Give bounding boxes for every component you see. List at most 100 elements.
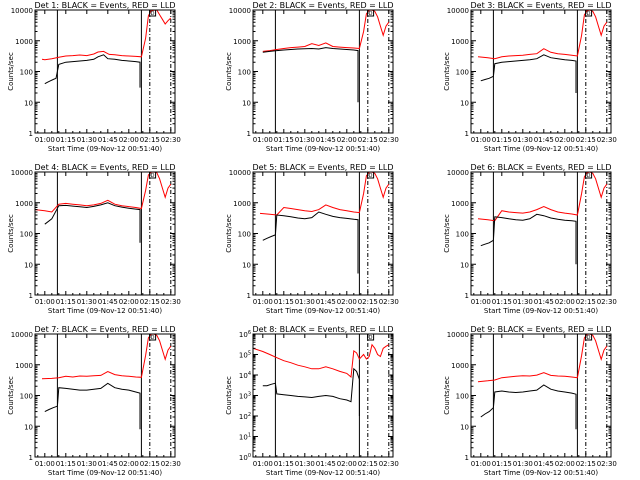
x-tick-label: 01:30 [77,136,97,144]
y-tick-label-exponent: 0 [248,453,251,459]
x-tick-label: 01:00 [253,136,273,144]
x-axis-label: Start Time (09-Nov-12 00:51:40) [266,469,380,477]
y-tick-label: 10 [460,261,469,269]
x-axis-label: Start Time (09-Nov-12 00:51:40) [48,469,162,477]
x-axis-label: Start Time (09-Nov-12 00:51:40) [48,145,162,153]
y-axis-label: Counts/sec [7,214,15,253]
x-tick-label: 02:30 [379,136,399,144]
y-tick-label: 100 [456,393,469,401]
y-tick-label: 100 [239,453,251,462]
y-tick-label: 1000 [233,38,251,46]
y-tick-label: 1 [465,130,469,138]
series-group [262,10,390,103]
x-tick-label: 01:15 [492,136,512,144]
x-axis-label: Start Time (09-Nov-12 00:51:40) [266,145,380,153]
chart-title: Det 6: BLACK = Events, RED = LLD [471,163,612,172]
chart-panel-8: Det 8: BLACK = Events, RED = LLDD1001011… [225,325,399,477]
lld-series-line [41,334,172,380]
series-group [477,10,608,93]
series-group [477,172,608,265]
x-tick-label: 01:45 [98,460,118,468]
y-tick-label: 10 [242,261,251,269]
plot-frame [34,9,176,134]
x-tick-label: 01:00 [471,136,491,144]
y-tick-label-exponent: 4 [248,371,251,377]
x-tick-label: 02:15 [140,136,160,144]
y-tick-label: 104 [239,371,251,380]
x-tick-label: 01:15 [274,136,294,144]
events-series-line [480,213,577,265]
marker-label: D [587,173,591,179]
plot-frame [252,171,394,296]
x-tick-label: 01:30 [295,298,315,306]
x-tick-label: 02:00 [555,136,575,144]
y-tick-label: 10000 [11,169,33,177]
y-tick-label: 100 [20,69,33,77]
y-tick-label-base: 10 [239,372,248,380]
y-tick-label: 1 [29,454,33,462]
plot-frame [252,9,394,134]
x-tick-label: 02:30 [161,136,181,144]
x-tick-label: 02:00 [337,298,357,306]
y-tick-label: 1000 [15,38,33,46]
x-tick-label: 02:15 [140,460,160,468]
series-group [35,172,172,243]
lld-series-line [477,172,608,222]
y-tick-label-base: 10 [239,352,248,360]
x-tick-label: 02:30 [379,460,399,468]
x-tick-label: 02:15 [358,298,378,306]
x-axis-label: Start Time (09-Nov-12 00:51:40) [266,307,380,315]
x-tick-label: 01:15 [492,460,512,468]
lld-series-line [477,334,608,383]
y-tick-label-base: 10 [239,434,248,442]
y-tick-label: 10000 [229,169,251,177]
y-axis-label: Counts/sec [225,214,233,253]
x-tick-label: 01:30 [295,460,315,468]
series-group [41,334,172,430]
y-tick-label: 100 [238,231,251,239]
x-tick-label: 02:30 [597,460,617,468]
x-tick-label: 01:15 [56,298,76,306]
marker-label: D [369,11,373,17]
lld-series-line [35,172,172,213]
y-tick-label: 10 [24,99,33,107]
x-tick-label: 02:00 [555,460,575,468]
x-axis-label: Start Time (09-Nov-12 00:51:40) [484,469,598,477]
series-group [253,343,390,416]
plot-frame [470,171,612,296]
events-series-line [262,47,359,103]
events-series-line [262,211,359,274]
x-axis-label: Start Time (09-Nov-12 00:51:40) [48,307,162,315]
plot-frame [34,333,176,458]
y-tick-label: 103 [239,392,251,401]
chart-title: Det 3: BLACK = Events, RED = LLD [471,1,612,10]
y-tick-label: 100 [456,69,469,77]
x-tick-label: 01:30 [295,136,315,144]
x-tick-label: 01:15 [274,298,294,306]
y-tick-label: 10000 [447,169,469,177]
x-tick-label: 01:00 [471,298,491,306]
y-tick-label-exponent: 6 [248,330,251,336]
x-tick-label: 02:00 [337,460,357,468]
y-axis-label: Counts/sec [443,214,451,253]
y-tick-label: 1 [247,130,251,138]
y-axis-label: Counts/sec [443,52,451,91]
lld-series-line [41,10,172,61]
chart-title: Det 1: BLACK = Events, RED = LLD [35,1,176,10]
x-tick-label: 01:45 [534,298,554,306]
x-tick-label: 02:30 [161,298,181,306]
chart-title: Det 7: BLACK = Events, RED = LLD [35,325,176,334]
x-tick-label: 01:00 [35,460,55,468]
marker-label: D [151,11,155,17]
x-tick-label: 02:15 [576,460,596,468]
events-series-line [480,384,577,430]
marker-label: D [151,335,155,341]
events-series-line [44,382,141,430]
y-tick-label: 1000 [451,38,469,46]
lld-series-line [253,343,390,378]
